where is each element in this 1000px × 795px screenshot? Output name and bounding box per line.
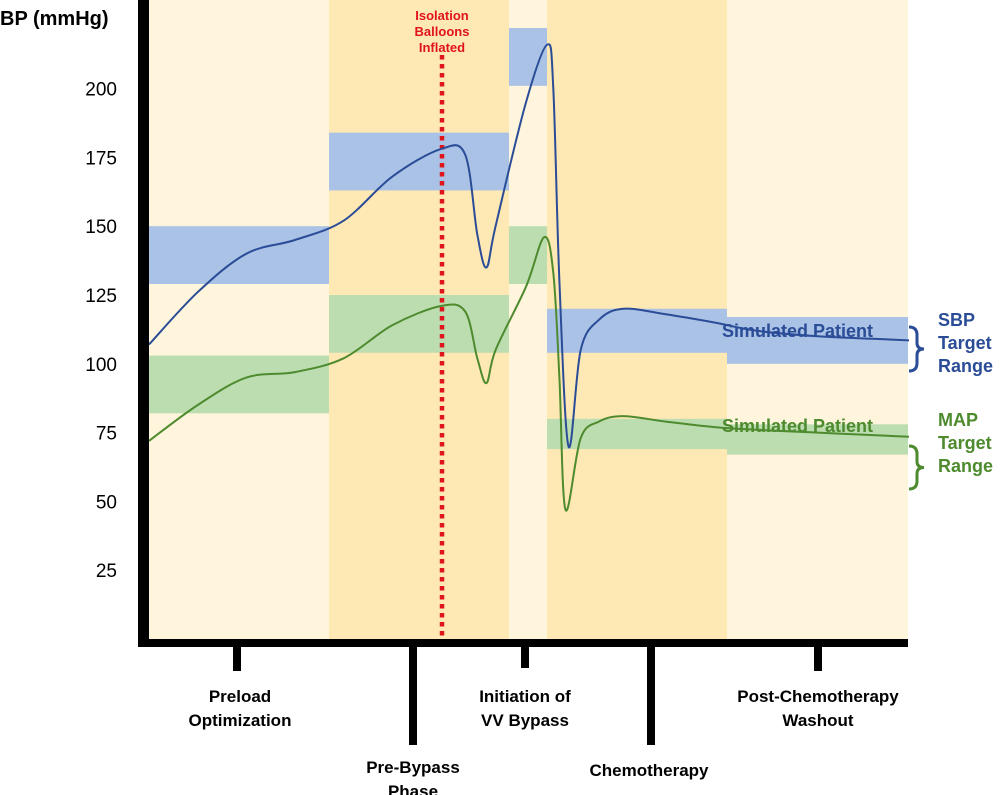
sbp-target-band-4 bbox=[547, 308, 727, 353]
sbp-range-brace bbox=[908, 325, 925, 373]
sbp-line bbox=[148, 43, 910, 449]
sbp-target-band-5 bbox=[727, 317, 908, 364]
phase-label-4: Chemotherapy bbox=[589, 761, 709, 780]
event-annotation: Isolation Balloons Inflated bbox=[415, 8, 470, 55]
axes bbox=[138, 0, 908, 745]
y-tick-label-100: 100 bbox=[85, 355, 117, 376]
phase-background-1 bbox=[149, 0, 329, 639]
phase-tick-3 bbox=[521, 639, 529, 668]
y-tick-label-125: 125 bbox=[85, 286, 117, 307]
phase-label-1: Preload Optimization bbox=[189, 687, 292, 730]
map-target-band-4 bbox=[547, 418, 727, 450]
target-bands bbox=[149, 28, 908, 455]
y-tick-label-200: 200 bbox=[85, 80, 117, 101]
y-tick-label-150: 150 bbox=[85, 217, 117, 238]
chart-text: 25 50 75 100 125 150 175 200 BP (mmHg) Isolation B… bbox=[0, 8, 993, 795]
map-series-label: Simulated Patient bbox=[722, 416, 873, 436]
map-range-brace bbox=[908, 444, 925, 491]
sbp-series-label: Simulated Patient bbox=[722, 321, 873, 341]
phase-tick-2 bbox=[409, 639, 417, 745]
map-line bbox=[148, 236, 910, 512]
bp-lines bbox=[148, 43, 910, 639]
phase-label-2: Pre-Bypass Phase bbox=[366, 758, 460, 795]
y-tick-label-175: 175 bbox=[85, 148, 117, 169]
y-axis bbox=[138, 0, 149, 645]
map-target-band-2 bbox=[329, 295, 509, 353]
map-target-range-label: MAP Target Range bbox=[938, 410, 993, 476]
phase-tick-4 bbox=[647, 639, 655, 745]
map-target-band-3 bbox=[509, 226, 547, 284]
phase-tick-1 bbox=[233, 639, 241, 671]
y-axis-label: BP (mmHg) bbox=[0, 8, 109, 30]
phase-label-3: Initiation of VV Bypass bbox=[479, 687, 571, 730]
phase-background-3 bbox=[509, 0, 547, 639]
y-tick-label-75: 75 bbox=[96, 424, 117, 445]
y-tick-label-25: 25 bbox=[96, 561, 117, 582]
map-target-band-1 bbox=[149, 355, 329, 414]
y-tick-label-50: 50 bbox=[96, 492, 117, 513]
phase-tick-5 bbox=[814, 639, 822, 671]
sbp-target-band-1 bbox=[149, 226, 329, 284]
phase-label-5: Post-Chemotherapy Washout bbox=[737, 687, 899, 730]
sbp-target-band-2 bbox=[329, 132, 509, 191]
sbp-target-range-label: SBP Target Range bbox=[938, 310, 993, 376]
